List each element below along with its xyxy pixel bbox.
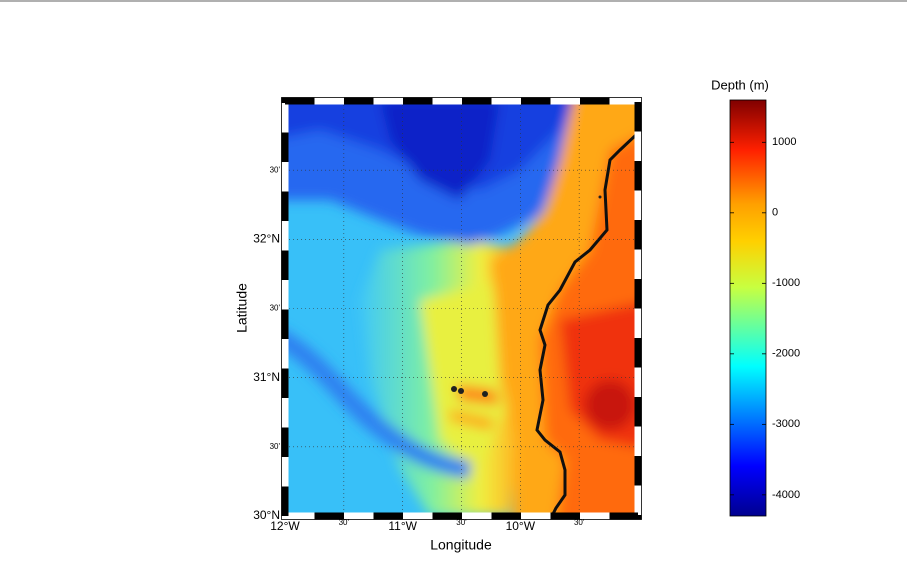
colorbar-tick-label: -1000	[772, 277, 800, 289]
x-tick-label: 12°W	[270, 519, 300, 533]
colorbar-title: Depth (m)	[711, 77, 769, 92]
coastline	[535, 131, 638, 516]
frame-outline	[281, 97, 642, 520]
y-axis-label: Latitude	[234, 283, 250, 333]
island	[451, 386, 457, 392]
y-tick-label: 30'	[270, 304, 281, 313]
colorbar-tick-label: -2000	[772, 348, 800, 360]
island	[482, 391, 488, 397]
colorbar-tick-label: 1000	[772, 136, 796, 148]
bathymetry	[285, 101, 638, 516]
y-tick-label: 30°N	[253, 508, 280, 522]
x-tick-label: 30'	[339, 518, 350, 527]
y-tick-label: 32°N	[253, 232, 280, 246]
island	[598, 195, 602, 199]
frame-dashes	[281, 97, 642, 520]
x-tick-label: 30'	[574, 518, 585, 527]
colorbar-tick-label: -4000	[772, 489, 800, 501]
colorbar	[729, 99, 767, 517]
colorbar-tick-label: -3000	[772, 418, 800, 430]
colorbar-tick-label: 0	[772, 207, 778, 219]
y-tick-label: 30'	[270, 165, 281, 174]
y-tick-label: 31°N	[253, 370, 280, 384]
x-tick-label: 11°W	[388, 519, 417, 533]
x-tick-label: 30'	[456, 518, 467, 527]
island	[458, 388, 464, 394]
x-axis-label: Longitude	[430, 537, 492, 553]
x-tick-label: 10°W	[506, 519, 536, 533]
y-tick-label: 30'	[270, 442, 281, 451]
